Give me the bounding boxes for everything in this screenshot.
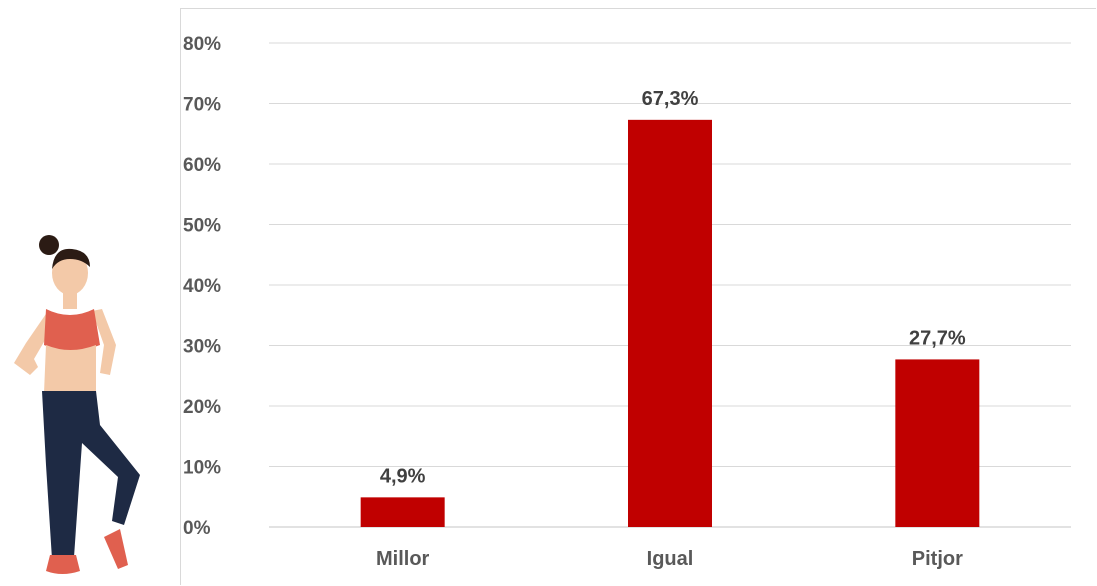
y-tick-label: 30% [183, 337, 221, 358]
bar-chart: 0% 10% 20% 30% 40% 50% 60% 70% 80% 4,9% 67,3% 27,7… [183, 34, 1071, 570]
y-tick-label: 60% [183, 155, 221, 176]
y-tick-label: 0% [183, 518, 211, 539]
y-tick-label: 80% [183, 34, 221, 55]
y-tick-label: 50% [183, 216, 221, 237]
woman-exercising-icon [14, 235, 140, 574]
bar-pitjor [895, 359, 980, 527]
bar-millor [360, 497, 445, 527]
y-tick-label: 40% [183, 276, 221, 297]
category-label-igual: Igual [647, 548, 694, 570]
bar-igual [628, 119, 712, 528]
y-tick-label: 20% [183, 397, 221, 418]
data-label-igual: 67,3% [642, 88, 699, 110]
y-axis-ticks: 0% 10% 20% 30% 40% 50% 60% 70% 80% [183, 34, 221, 539]
bars [360, 119, 980, 528]
y-tick-label: 70% [183, 95, 221, 116]
category-label-millor: Millor [376, 548, 430, 570]
data-labels: 4,9% 67,3% 27,7% [380, 88, 966, 488]
data-label-pitjor: 27,7% [909, 327, 966, 349]
data-label-millor: 4,9% [380, 465, 426, 487]
category-label-pitjor: Pitjor [912, 548, 963, 570]
x-axis-categories: Millor Igual Pitjor [376, 548, 963, 570]
y-tick-label: 10% [183, 458, 221, 479]
chart-area: 0% 10% 20% 30% 40% 50% 60% 70% 80% 4,9% 67,3% 27,7… [180, 8, 1096, 585]
